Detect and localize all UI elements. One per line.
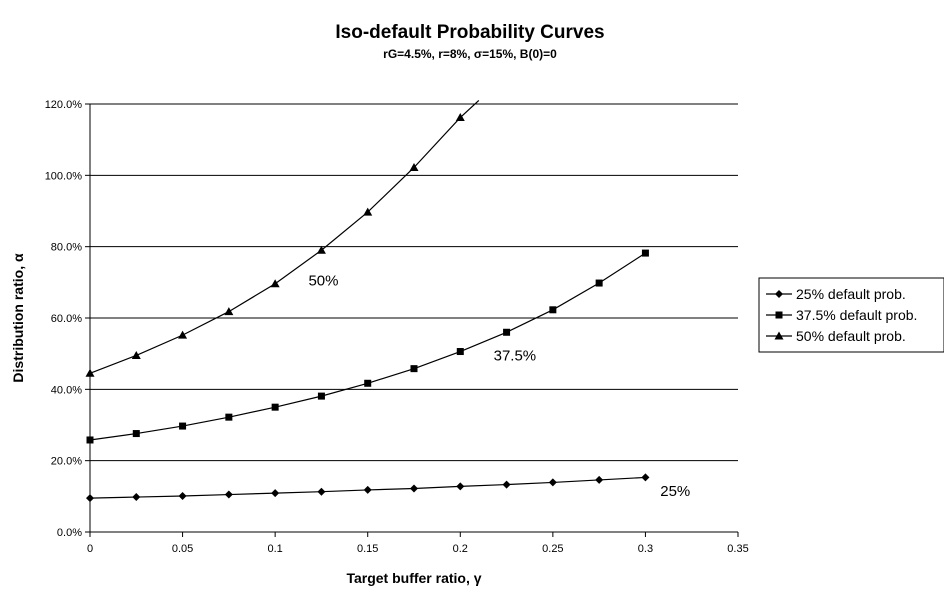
- point-0-12: [641, 473, 650, 482]
- tick-labels: 0.0% 20.0% 40.0% 60.0% 80.0% 100.0% 120.0% 0 0.0…: [45, 99, 749, 555]
- point-2-3: [224, 307, 234, 316]
- point-2-2: [178, 330, 188, 339]
- point-0-6: [363, 485, 372, 494]
- point-1-6: [364, 379, 372, 387]
- x-tick-label-7: 0.35: [727, 543, 748, 555]
- series-line-1: [89, 252, 646, 441]
- point-0-9: [502, 480, 511, 489]
- point-2-8: [455, 113, 465, 122]
- point-2-1: [131, 350, 141, 359]
- x-tick-label-4: 0.2: [453, 543, 468, 555]
- y-axis-title: Distribution ratio, α: [10, 253, 26, 383]
- point-2-5: [316, 245, 326, 254]
- chart-subtitle: rG=4.5%, r=8%, σ=15%, B(0)=0: [383, 47, 557, 61]
- annotation-2: 25%: [660, 483, 690, 500]
- point-0-11: [595, 475, 604, 484]
- grid: [90, 103, 738, 462]
- annotation-0: 50%: [308, 273, 338, 290]
- series-1: [86, 249, 649, 444]
- legend-items: 25% default prob. 37.5% default prob. 50% …: [766, 286, 917, 344]
- point-2-4: [270, 279, 280, 288]
- y-tick-label-2: 40.0%: [51, 384, 82, 396]
- chart-title: Iso-default Probability Curves: [335, 22, 604, 43]
- point-1-1: [132, 430, 140, 438]
- series-line-2: [89, 99, 480, 374]
- point-2-7: [409, 162, 419, 171]
- axes: [85, 103, 739, 537]
- point-1-5: [317, 392, 325, 400]
- legend: 25% default prob. 37.5% default prob. 50% …: [758, 277, 944, 353]
- point-1-0: [86, 436, 94, 444]
- point-0-4: [271, 489, 280, 498]
- x-tick-label-6: 0.3: [638, 543, 653, 555]
- y-tick-label-0: 0.0%: [57, 527, 82, 539]
- legend-marker-2: [774, 331, 784, 340]
- point-1-8: [456, 348, 464, 356]
- point-1-7: [410, 365, 418, 373]
- x-tick-label-3: 0.15: [357, 543, 378, 555]
- x-tick-label-5: 0.25: [542, 543, 563, 555]
- point-1-4: [271, 403, 279, 411]
- y-tick-label-6: 120.0%: [45, 99, 83, 111]
- legend-marker-1: [775, 311, 783, 319]
- point-0-10: [548, 478, 557, 487]
- point-2-6: [363, 207, 373, 216]
- x-axis-title: Target buffer ratio, γ: [346, 570, 481, 586]
- y-tick-label-4: 80.0%: [51, 242, 82, 254]
- annotation-1: 37.5%: [494, 347, 537, 364]
- series-2: [85, 99, 480, 377]
- series-0: [86, 473, 650, 503]
- point-1-11: [595, 279, 603, 287]
- point-1-2: [179, 422, 187, 430]
- legend-marker-0: [775, 290, 783, 298]
- y-tick-label-1: 20.0%: [51, 456, 82, 468]
- point-0-2: [178, 491, 187, 500]
- point-0-3: [224, 490, 233, 499]
- point-0-0: [86, 494, 94, 503]
- x-tick-label-2: 0.1: [267, 543, 282, 555]
- legend-label-0: 25% default prob.: [796, 286, 906, 302]
- point-0-5: [317, 487, 326, 496]
- legend-label-1: 37.5% default prob.: [796, 307, 917, 323]
- series: [85, 99, 650, 503]
- point-0-8: [456, 482, 465, 491]
- x-tick-label-0: 0: [87, 543, 93, 555]
- legend-label-2: 50% default prob.: [796, 328, 906, 344]
- annotations: 50% 37.5% 25%: [308, 273, 690, 500]
- point-0-7: [410, 484, 418, 493]
- y-tick-label-3: 60.0%: [51, 313, 82, 325]
- point-1-10: [549, 306, 557, 314]
- point-1-9: [503, 328, 511, 336]
- point-1-12: [641, 249, 649, 257]
- point-2-0: [85, 368, 95, 377]
- point-1-3: [225, 413, 233, 421]
- point-0-1: [132, 493, 141, 502]
- x-tick-label-1: 0.05: [172, 543, 193, 555]
- y-tick-label-5: 100.0%: [45, 170, 83, 182]
